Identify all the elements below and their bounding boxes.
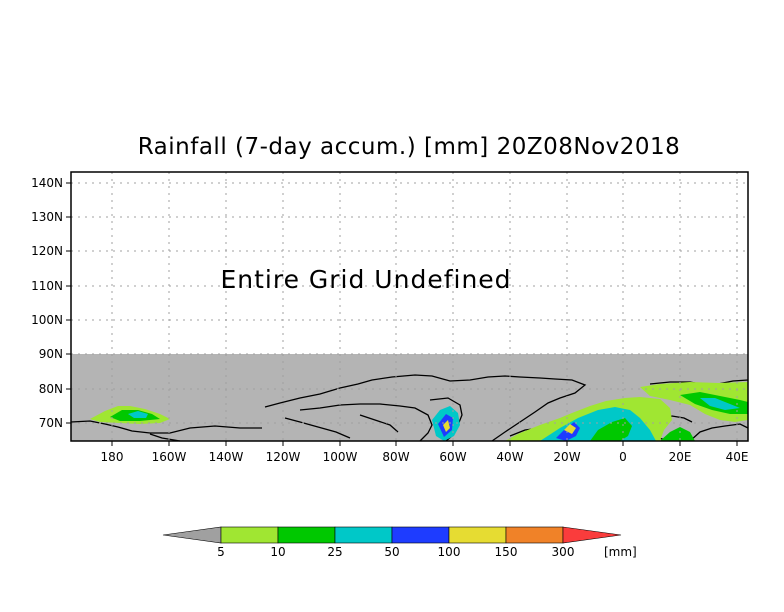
rainfall-patches [90, 382, 748, 441]
lat-label: 80N [39, 382, 63, 396]
lon-label: 40W [496, 450, 523, 464]
lat-label: 70N [39, 416, 63, 430]
lon-label: 100W [323, 450, 358, 464]
longitude-labels: 180 160W 140W 120W 100W 80W 60W 40W 20W … [101, 450, 749, 464]
lon-label: 140W [209, 450, 244, 464]
colorbar-above-arrow [562, 526, 622, 544]
lon-label: 180 [101, 450, 124, 464]
colorbar-threshold: 100 [438, 545, 461, 559]
lon-label: 20W [553, 450, 580, 464]
colorbar-threshold: 50 [384, 545, 399, 559]
latitude-labels: 140N 130N 120N 110N 100N 90N 80N 70N [31, 176, 63, 430]
lon-label: 80W [382, 450, 409, 464]
lon-label: 0 [619, 450, 627, 464]
colorbar-bin [505, 526, 564, 544]
lon-label: 120W [266, 450, 301, 464]
undefined-grid-message: Entire Grid Undefined [220, 265, 511, 294]
colorbar-threshold: 25 [327, 545, 342, 559]
colorbar-bin [391, 526, 450, 544]
lon-label: 160W [152, 450, 187, 464]
lat-label: 130N [31, 210, 63, 224]
colorbar-below-arrow [162, 526, 222, 544]
lat-label: 120N [31, 244, 63, 258]
lat-label: 100N [31, 313, 63, 327]
map-frame [70, 171, 749, 442]
colorbar-unit: [mm] [604, 545, 637, 559]
axis-ticks [66, 182, 738, 446]
lat-label: 140N [31, 176, 63, 190]
colorbar-threshold: 10 [270, 545, 285, 559]
colorbar-threshold: 5 [217, 545, 225, 559]
colorbar-bin [448, 526, 507, 544]
colorbar: 5 10 25 50 100 150 300 [mm] [162, 526, 637, 559]
colorbar-bin [220, 526, 279, 544]
lon-label: 60W [439, 450, 466, 464]
lon-label: 20E [669, 450, 692, 464]
lat-label: 90N [39, 347, 63, 361]
colorbar-threshold: 150 [495, 545, 518, 559]
colorbar-bin [277, 526, 336, 544]
colorbar-threshold: 300 [552, 545, 575, 559]
lat-label: 110N [31, 279, 63, 293]
lon-label: 40E [726, 450, 749, 464]
colorbar-bin [334, 526, 393, 544]
gridlines [71, 172, 748, 441]
map-title: Rainfall (7-day accum.) [mm] 20Z08Nov201… [137, 134, 681, 160]
